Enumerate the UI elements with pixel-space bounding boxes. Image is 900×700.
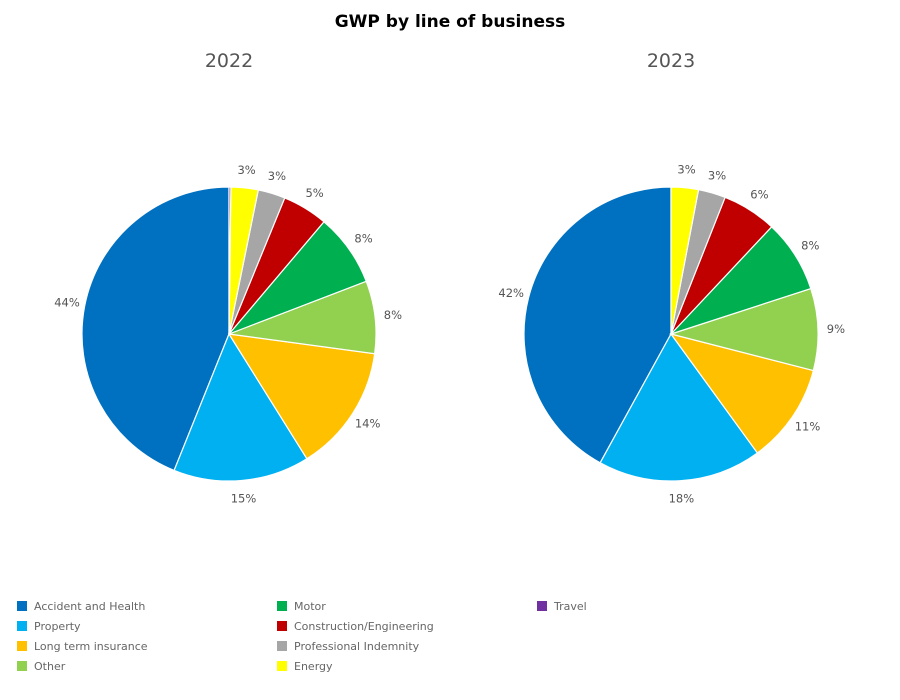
pie-2023-label-other: 9% (827, 322, 845, 336)
legend-swatch (537, 601, 547, 611)
legend-label: Long term insurance (34, 640, 148, 653)
pie-2023-label-accident-and-health: 42% (498, 286, 524, 300)
legend-swatch (17, 641, 27, 651)
pie-2022-label-construction-engineering: 5% (305, 186, 323, 200)
legend-item-travel[interactable]: Travel (537, 600, 587, 613)
pie-2023-label-energy: 3% (677, 163, 695, 177)
legend-swatch (277, 621, 287, 631)
legend-swatch (17, 621, 27, 631)
pie-2023-label-construction-engineering: 6% (750, 188, 768, 202)
pie-2022-slice-travel[interactable] (228, 186, 232, 335)
pie-2022-label-energy: 3% (237, 163, 255, 177)
pie-2022-label-property: 15% (231, 491, 257, 505)
chart-title: GWP by line of business (334, 12, 566, 32)
legend-label: Construction/Engineering (294, 620, 434, 633)
legend-swatch (277, 601, 287, 611)
pie-2023-slice-other[interactable] (668, 287, 819, 372)
legend-item-motor[interactable]: Motor (277, 600, 326, 613)
legend-label: Accident and Health (34, 600, 146, 613)
pie-2023-label-motor: 8% (801, 239, 819, 253)
legend-item-accident-and-health[interactable]: Accident and Health (17, 600, 145, 613)
legend-label: Other (34, 660, 66, 673)
pie-2023-label-professional-indemnity: 3% (708, 169, 726, 183)
legend: Accident and Health Property Long term ins… (17, 600, 887, 680)
pie-2023-label-long-term-insurance: 11% (795, 420, 821, 434)
legend-item-professional-indemnity[interactable]: Professional Indemnity (277, 640, 419, 653)
pie-2022-label-professional-indemnity: 3% (268, 169, 286, 183)
legend-label: Travel (554, 600, 587, 613)
pie-2023-slice-property[interactable] (599, 332, 759, 482)
pie-2023-slice-accident-and-health[interactable] (523, 186, 672, 464)
pie-2022-label-accident-and-health: 44% (54, 296, 80, 310)
legend-item-other[interactable]: Other (17, 660, 65, 673)
pie-title-2023: 2023 (646, 50, 696, 72)
pie-2023-slice-long-term-insurance[interactable] (669, 333, 815, 454)
pie-2022-slice-property[interactable] (173, 332, 308, 482)
legend-swatch (277, 641, 287, 651)
pie-2022-slice-long-term-insurance[interactable] (227, 333, 376, 460)
pie-title-2022: 2022 (204, 50, 254, 72)
pie-charts: 44% 15% 14% 8% 8% 5% 3% 3% 42% 18% 11% 9% 8% 6% 3% 3% (54, 163, 845, 506)
legend-label: Motor (294, 600, 326, 613)
legend-item-construction-engineering[interactable]: Construction/Engineering (277, 620, 434, 633)
pie-2022-slice-accident-and-health[interactable] (81, 186, 230, 472)
legend-item-energy[interactable]: Energy (277, 660, 333, 673)
legend-item-long-term-insurance[interactable]: Long term insurance (17, 640, 148, 653)
pie-2023-slice-energy[interactable] (670, 186, 700, 335)
legend-label: Professional Indemnity (294, 640, 420, 653)
pie-2022-label-motor: 8% (354, 231, 372, 245)
pie-2023-label-property: 18% (669, 492, 695, 506)
legend-swatch (277, 661, 287, 671)
legend-swatch (17, 661, 27, 671)
pie-2022-label-long-term-insurance: 14% (355, 417, 381, 431)
legend-swatch (17, 601, 27, 611)
legend-label: Property (34, 620, 81, 633)
legend-label: Energy (294, 660, 333, 673)
pie-2022-label-other: 8% (384, 308, 402, 322)
legend-item-property[interactable]: Property (17, 620, 81, 633)
